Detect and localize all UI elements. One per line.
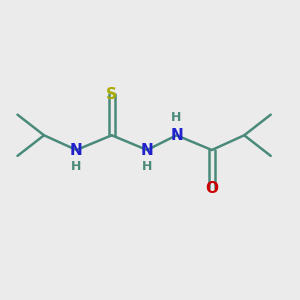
Text: N: N [170,128,183,143]
Text: N: N [70,142,83,158]
Text: S: S [106,87,117,102]
Text: N: N [141,142,153,158]
Text: H: H [142,160,152,173]
Text: O: O [205,181,218,196]
Text: H: H [71,160,82,173]
Text: H: H [171,111,182,124]
